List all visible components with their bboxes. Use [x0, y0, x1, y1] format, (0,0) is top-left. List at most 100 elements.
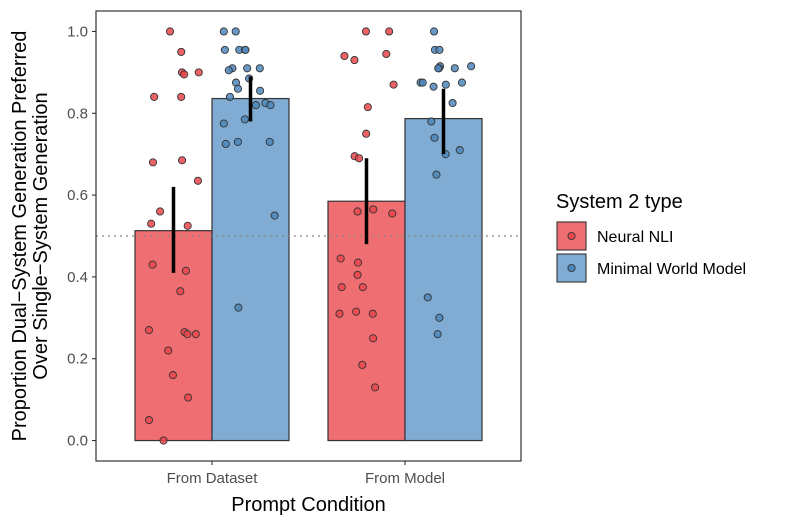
data-point [430, 133, 439, 142]
legend-label: Neural NLI [597, 229, 673, 246]
data-point [361, 27, 371, 36]
data-point [147, 219, 156, 228]
data-point [423, 293, 432, 302]
data-point [144, 326, 154, 335]
data-point [144, 416, 154, 425]
y-tick-label: 1.0 [67, 23, 88, 40]
y-tick-label: 0.2 [67, 351, 88, 368]
data-point [256, 86, 265, 95]
data-point [340, 51, 349, 61]
data-point [255, 64, 264, 73]
data-point [164, 346, 173, 355]
x-tick-label: From Model [365, 470, 445, 487]
data-point [434, 64, 443, 73]
data-point [150, 92, 159, 101]
data-point [219, 119, 228, 128]
data-point [382, 49, 391, 59]
legend-key-point [567, 263, 576, 273]
bar-minimal-world-model-model [404, 117, 483, 442]
data-point [368, 309, 377, 318]
data-point [362, 129, 371, 138]
y-tick-label: 0.0 [67, 433, 88, 450]
data-point [233, 84, 243, 93]
data-point [467, 62, 476, 71]
data-point [183, 330, 192, 339]
data-point [429, 27, 439, 36]
data-point [350, 56, 359, 65]
data-point [433, 330, 442, 339]
y-axis-title-line: Proportion Dual−System Generation Prefer… [9, 31, 31, 442]
data-point [352, 307, 361, 316]
legend-label: Minimal World Model [597, 261, 746, 278]
data-point [358, 360, 367, 369]
data-point [176, 287, 185, 296]
data-point [241, 45, 250, 54]
data-point [355, 154, 364, 163]
data-point [353, 207, 362, 216]
data-point [337, 283, 346, 292]
data-point [191, 330, 200, 339]
data-point [220, 45, 229, 54]
panel-border [95, 10, 522, 462]
data-point [194, 68, 203, 77]
data-point [148, 260, 157, 269]
data-point [432, 170, 441, 179]
data-point [221, 139, 230, 149]
y-axis-title: Proportion Dual−System Generation Prefer… [9, 31, 52, 442]
data-point [165, 27, 175, 36]
legend-title: System 2 type [556, 191, 683, 213]
data-point [388, 209, 397, 218]
data-point [455, 146, 464, 155]
data-point [385, 27, 394, 36]
y-tick-label: 0.6 [67, 187, 88, 204]
data-point [231, 27, 240, 36]
data-point [371, 383, 380, 392]
y-axis-title-line: Over Single−System Generation [30, 92, 52, 379]
data-point [168, 371, 178, 380]
data-point [224, 66, 233, 75]
data-point [358, 283, 367, 292]
legend-key-point [567, 231, 576, 241]
data-point [435, 45, 444, 54]
data-point [251, 101, 261, 110]
data-point [233, 137, 242, 146]
data-point [450, 64, 459, 73]
data-point [225, 92, 234, 101]
x-axis-title: Prompt Condition [231, 494, 386, 516]
y-tick-label: 0.4 [67, 269, 88, 286]
data-point [193, 176, 202, 185]
data-point [178, 156, 187, 165]
y-tick-label: 0.8 [67, 105, 88, 122]
data-point [353, 270, 362, 279]
data-point [234, 303, 243, 312]
data-point [219, 27, 228, 36]
data-point [181, 266, 190, 275]
data-point [418, 78, 427, 87]
legend: System 2 type Neural NLI Minimal World Mod… [556, 191, 746, 283]
data-point [270, 211, 279, 220]
data-point [353, 258, 363, 267]
data-point [369, 205, 378, 214]
data-point [335, 309, 344, 318]
data-point [389, 80, 398, 89]
data-point [243, 64, 252, 73]
data-point [457, 78, 467, 87]
data-point [177, 92, 186, 101]
data-point [177, 47, 186, 56]
data-point [240, 115, 249, 124]
data-point [148, 158, 158, 167]
data-point [266, 101, 275, 110]
data-point [427, 117, 436, 126]
data-point [441, 80, 450, 89]
bar-minimal-world-model-dataset [211, 97, 290, 442]
data-point [180, 70, 189, 79]
legend-key [556, 221, 587, 251]
data-point [156, 207, 165, 216]
data-point [336, 254, 345, 263]
data-point [363, 103, 372, 112]
data-point [369, 334, 378, 343]
data-point [184, 393, 193, 402]
data-point [429, 82, 438, 91]
data-point [448, 98, 457, 108]
